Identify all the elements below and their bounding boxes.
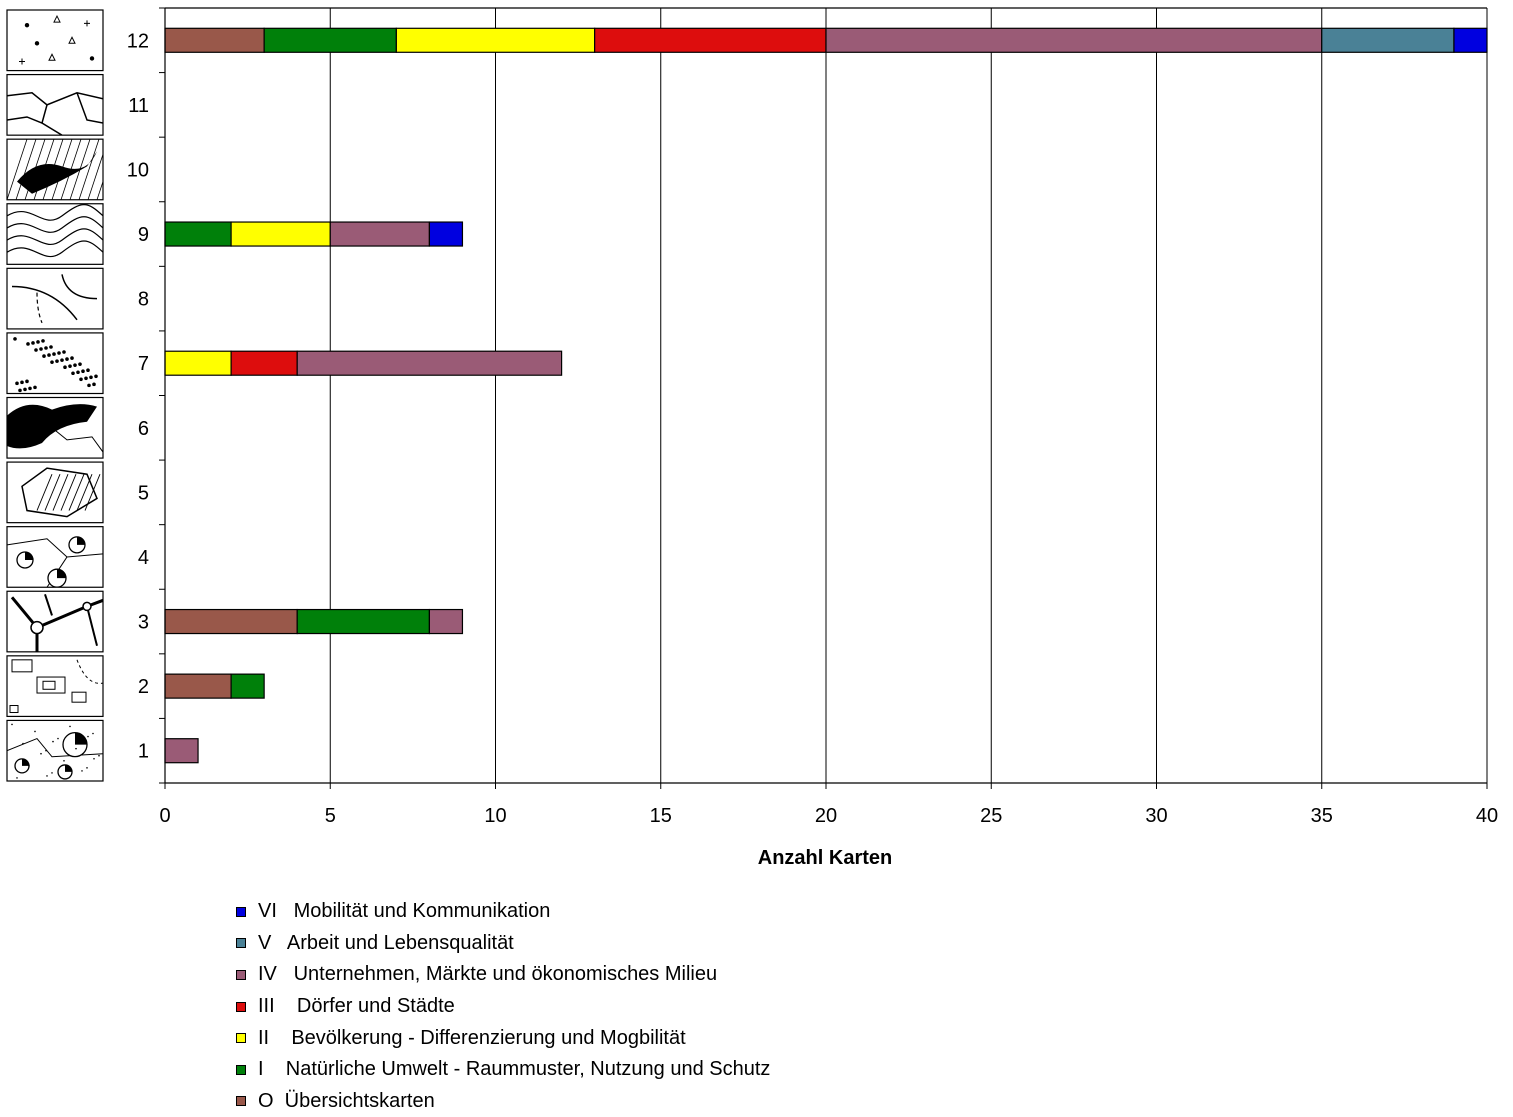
y-tick-label: 11 [128, 95, 149, 117]
x-tick-label: 35 [1311, 805, 1333, 827]
legend-swatch [236, 1064, 246, 1075]
building-plan-map-icon [6, 655, 104, 718]
hatched-area-map-icon [6, 461, 104, 524]
x-tick-label: 15 [650, 805, 672, 827]
x-tick-label: 30 [1145, 805, 1167, 827]
y-tick-label: 5 [138, 482, 149, 504]
x-tick-label: 40 [1476, 805, 1498, 827]
y-tick-label: 3 [138, 612, 149, 634]
x-axis-title: Anzahl Karten [758, 847, 892, 869]
bar-segment [164, 221, 232, 247]
dot-density-map-icon [6, 332, 104, 395]
y-tick-label: 12 [127, 30, 149, 52]
legend-item: V Arbeit und Lebensqualität [236, 928, 770, 960]
y-tick-label: 8 [138, 289, 149, 311]
map-type-icons [6, 9, 104, 782]
y-tick-label: 4 [138, 547, 149, 569]
bar-segment [296, 350, 563, 376]
bar-segment [428, 608, 464, 635]
axes [159, 7, 1488, 789]
y-tick-label: 1 [138, 741, 149, 763]
legend-swatch [236, 1096, 246, 1107]
gridlines [329, 8, 1488, 783]
legend-label: V Arbeit und Lebensqualität [258, 931, 514, 954]
flow-arrow-map-icon [6, 267, 104, 330]
legend-swatch [236, 1033, 246, 1044]
legend-label: VI Mobilität und Kommunikation [258, 900, 551, 923]
legend-swatch [236, 969, 246, 980]
bar-segment [395, 27, 596, 53]
legend-label: II Bevölkerung - Differenzierung und Mog… [258, 1026, 686, 1049]
x-tick-label: 25 [980, 805, 1002, 827]
y-tick-label: 9 [138, 224, 149, 246]
y-tick-label: 2 [138, 676, 149, 698]
hatched-choropleth-map-icon [6, 138, 104, 201]
legend-item: II Bevölkerung - Differenzierung und Mog… [236, 1022, 770, 1054]
x-tick-labels: 0 5 10 15 20 25 30 35 40 [159, 805, 1498, 827]
legend: VI Mobilität und Kommunikation V Arbeit u… [236, 896, 770, 1117]
point-symbol-map-icon [6, 9, 104, 72]
legend-label: IV Unternehmen, Märkte und ökonomisches … [258, 963, 718, 986]
x-tick-label: 10 [484, 805, 506, 827]
isoline-map-icon [6, 203, 104, 265]
legend-label: III Dörfer und Städte [258, 995, 455, 1018]
bar-segment [1453, 27, 1488, 53]
bar-segment [428, 221, 464, 247]
legend-label: I Natürliche Umwelt - Raummuster, Nutzun… [258, 1058, 771, 1081]
bar-segment [594, 27, 827, 53]
x-tick-label: 0 [159, 805, 170, 827]
legend-item: I Natürliche Umwelt - Raummuster, Nutzun… [236, 1054, 770, 1086]
legend-item: VI Mobilität und Kommunikation [236, 896, 770, 928]
bar-segment [329, 221, 431, 247]
x-tick-label: 5 [325, 805, 336, 827]
bar-segment [230, 350, 298, 376]
bar-segment [296, 608, 431, 635]
y-tick-label: 6 [138, 418, 149, 440]
bar-segment [164, 738, 199, 764]
legend-swatch [236, 938, 246, 949]
bar-segment [825, 27, 1323, 53]
legend-swatch [236, 906, 246, 917]
bar-segment [164, 608, 298, 635]
legend-item: III Dörfer und Städte [236, 991, 770, 1023]
legend-label: O Übersichtskarten [258, 1089, 435, 1112]
x-tick-label: 20 [815, 805, 837, 827]
legend-item: O Übersichtskarten [236, 1086, 770, 1117]
legend-item: IV Unternehmen, Märkte und ökonomisches … [236, 959, 770, 991]
bar-segment [1321, 27, 1455, 53]
y-tick-label: 7 [138, 353, 149, 375]
bar-segment [164, 27, 265, 53]
network-node-map-icon [6, 590, 104, 653]
bar-segment [164, 350, 232, 376]
bar-segment [164, 673, 232, 699]
choropleth-blob-map-icon [6, 396, 104, 459]
legend-swatch [236, 1001, 246, 1012]
bar-segment [230, 673, 265, 699]
bar-segment [230, 221, 331, 247]
pie-chart-map-icon [6, 526, 104, 588]
y-tick-label: 10 [127, 159, 149, 181]
proportional-pie-map-icon [6, 719, 104, 782]
boundary-line-map-icon [6, 73, 104, 136]
bar-segment [263, 27, 397, 53]
